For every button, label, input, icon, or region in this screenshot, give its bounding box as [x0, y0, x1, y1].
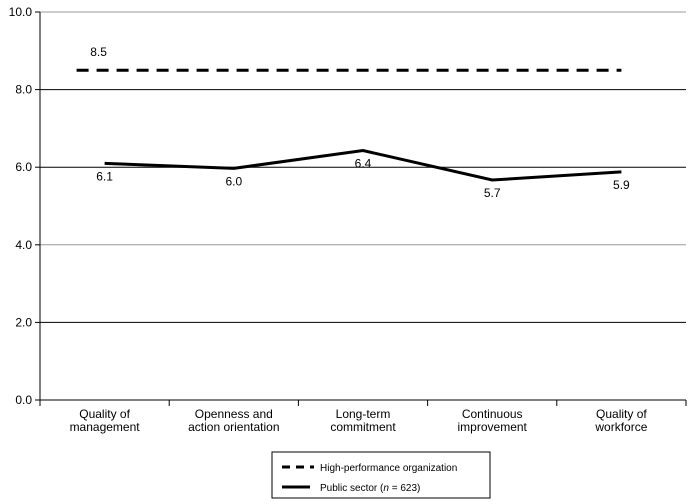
- y-tick-label: 4.0: [15, 238, 32, 252]
- axes: [39, 12, 686, 401]
- y-tick-label: 0.0: [15, 393, 32, 407]
- x-category-label: management: [70, 420, 141, 434]
- legend-box: [271, 451, 491, 499]
- data-label: 8.5: [90, 45, 107, 59]
- legend-label-n: n: [383, 483, 389, 494]
- y-tick-label: 10.0: [9, 5, 33, 19]
- x-category-label: Quality of: [596, 407, 647, 421]
- data-label: 6.1: [96, 169, 113, 183]
- x-category-label: action orientation: [188, 420, 279, 434]
- legend: High-performance organization Public sect…: [271, 451, 491, 499]
- series-lines: [76, 68, 622, 182]
- data-label: 6.4: [355, 157, 372, 171]
- x-category-label: Openness and: [195, 407, 273, 421]
- x-category-label: Long-term: [336, 407, 391, 421]
- series-line-public-sector: [104, 148, 622, 182]
- x-category-label: Continuous: [462, 407, 523, 421]
- data-label: 5.9: [613, 178, 630, 192]
- x-category-label: Quality of: [79, 407, 130, 421]
- legend-label-high-performance: High-performance organization: [320, 463, 457, 474]
- legend-label-public-sector: Public sector (n = 623): [320, 483, 420, 494]
- y-tick-label: 6.0: [15, 160, 32, 174]
- data-label: 5.7: [484, 186, 501, 200]
- x-category-label: commitment: [330, 420, 396, 434]
- y-axis-ticks: 0.0 2.0 4.0 6.0 8.0 10.0: [9, 5, 40, 407]
- y-tick-label: 8.0: [15, 83, 32, 97]
- legend-label-suffix: = 623): [389, 483, 420, 494]
- x-category-label: improvement: [458, 420, 528, 434]
- legend-label-prefix: Public sector (: [320, 483, 384, 494]
- gridlines: [40, 11, 686, 323]
- y-tick-label: 2.0: [15, 315, 32, 329]
- data-labels: 8.5 6.1 6.0 6.4 5.7 5.9: [90, 45, 630, 200]
- x-category-label: workforce: [594, 420, 647, 434]
- data-label: 6.0: [225, 174, 242, 188]
